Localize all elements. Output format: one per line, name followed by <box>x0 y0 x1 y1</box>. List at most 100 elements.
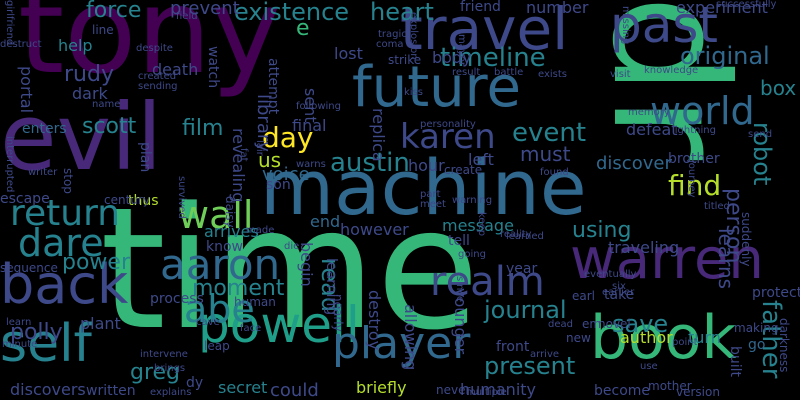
word-wall-e: e <box>296 16 310 41</box>
word-learn: learn <box>6 317 32 328</box>
word-escape: escape <box>0 191 50 207</box>
word-karen: karen <box>400 117 496 157</box>
word-em: em <box>582 317 602 331</box>
word-defeat: defeat <box>626 120 678 139</box>
word-arrives: arrives <box>204 222 259 241</box>
word-die: die <box>284 241 300 252</box>
word-could: could <box>270 380 319 400</box>
word-writer: writer <box>28 167 58 178</box>
word-century: century <box>104 193 150 207</box>
word-since: since <box>454 276 465 302</box>
word-author: author <box>620 328 673 347</box>
word-cave: cave <box>196 317 220 328</box>
word-lost: lost <box>334 44 363 63</box>
word-return: return <box>10 193 121 234</box>
word-version: version <box>676 385 720 399</box>
word-secret: secret <box>218 378 268 397</box>
word-sequence: sequence <box>0 261 58 275</box>
word-left: left <box>468 150 494 169</box>
word-rudy: rudy <box>64 62 114 87</box>
word-world: world <box>650 89 755 133</box>
word-create: create <box>444 163 483 177</box>
word-thus: thus <box>128 193 159 209</box>
word-present: present <box>484 352 576 380</box>
word-friend: friend <box>460 0 501 15</box>
word-interrupted: interrupted <box>4 136 15 193</box>
word-hour: hour <box>408 156 445 175</box>
word-visit: visit <box>610 69 631 80</box>
word-human: human <box>234 295 276 309</box>
word-traveling: traveling <box>608 238 680 257</box>
word-film: film <box>182 116 224 141</box>
word-son: son <box>266 177 291 193</box>
word-self: self <box>0 314 92 374</box>
word-power: power <box>62 250 130 275</box>
word-missing: missing <box>620 6 631 45</box>
word-enters: enters <box>22 121 67 137</box>
word-point: point <box>672 337 698 348</box>
word-experiment: experiment <box>676 0 768 17</box>
word-find: find <box>668 169 722 202</box>
word-intervene: intervene <box>140 349 188 360</box>
word-death: death <box>152 60 199 79</box>
word-briefly: briefly <box>356 378 407 397</box>
word-final: final <box>292 116 327 135</box>
word-greg: greg <box>130 360 181 385</box>
word-mother: mother <box>648 379 692 393</box>
word-humanity: humanity <box>460 380 536 399</box>
word-lair: lair <box>254 140 265 156</box>
word-player: player <box>332 318 471 369</box>
word-written: written <box>86 383 136 399</box>
word-minute: minute <box>2 339 38 350</box>
word-number: number <box>526 0 589 17</box>
word-machine: machine <box>260 143 587 232</box>
word-past: past <box>610 0 719 54</box>
word-however: however <box>340 220 409 239</box>
word-explains: explains <box>150 387 192 398</box>
word-watch: watch <box>205 46 221 89</box>
word-created: created <box>138 71 177 82</box>
word-fat: fat <box>238 148 249 162</box>
word-found: found <box>540 167 569 178</box>
word-successfully: successfully <box>716 0 777 10</box>
word-dare: dare <box>18 221 104 265</box>
word-evil: evil <box>0 84 163 191</box>
word-learned: learned <box>506 231 544 242</box>
word-six: six <box>612 281 626 292</box>
word-novel: novel <box>598 317 631 331</box>
word-time: time <box>100 171 480 367</box>
word-stop: stop <box>61 168 75 194</box>
word-warren: warren <box>570 227 764 292</box>
word-meet: meet <box>420 199 446 210</box>
word-leap: leap <box>204 339 230 353</box>
word-dead: dead <box>548 319 573 330</box>
word-dark: dark <box>72 84 108 103</box>
word-use: use <box>640 361 658 372</box>
word-process: process <box>150 291 204 307</box>
word-abe: abe <box>184 287 255 331</box>
word-keep: keep <box>476 212 487 237</box>
word-travel: travel <box>400 0 569 63</box>
word-moment: moment <box>192 276 285 301</box>
word-destroy: destroy <box>365 290 384 351</box>
word-help: help <box>58 36 93 55</box>
word-name: name <box>92 99 121 110</box>
word-multiple: multiple <box>466 387 507 398</box>
word-attempt: attempt <box>265 58 281 115</box>
word-discovers: discovers <box>10 380 86 399</box>
word-tony: tony <box>18 0 282 100</box>
word-journal: journal <box>484 296 567 324</box>
word-battle: battle <box>494 67 524 78</box>
word-discover: discover <box>596 153 672 174</box>
word-body: body <box>432 48 472 67</box>
word-know: know <box>206 239 243 255</box>
word-replica: replica <box>369 108 388 162</box>
word-field: field <box>176 11 198 22</box>
word-begin: begin <box>297 242 316 287</box>
word-face: face <box>240 323 262 334</box>
word-despite: despite <box>136 43 173 54</box>
word-force: force <box>86 0 142 23</box>
word-coma: coma <box>376 39 404 50</box>
word-end: end <box>310 212 341 231</box>
word-destruct: destruct <box>0 39 42 50</box>
